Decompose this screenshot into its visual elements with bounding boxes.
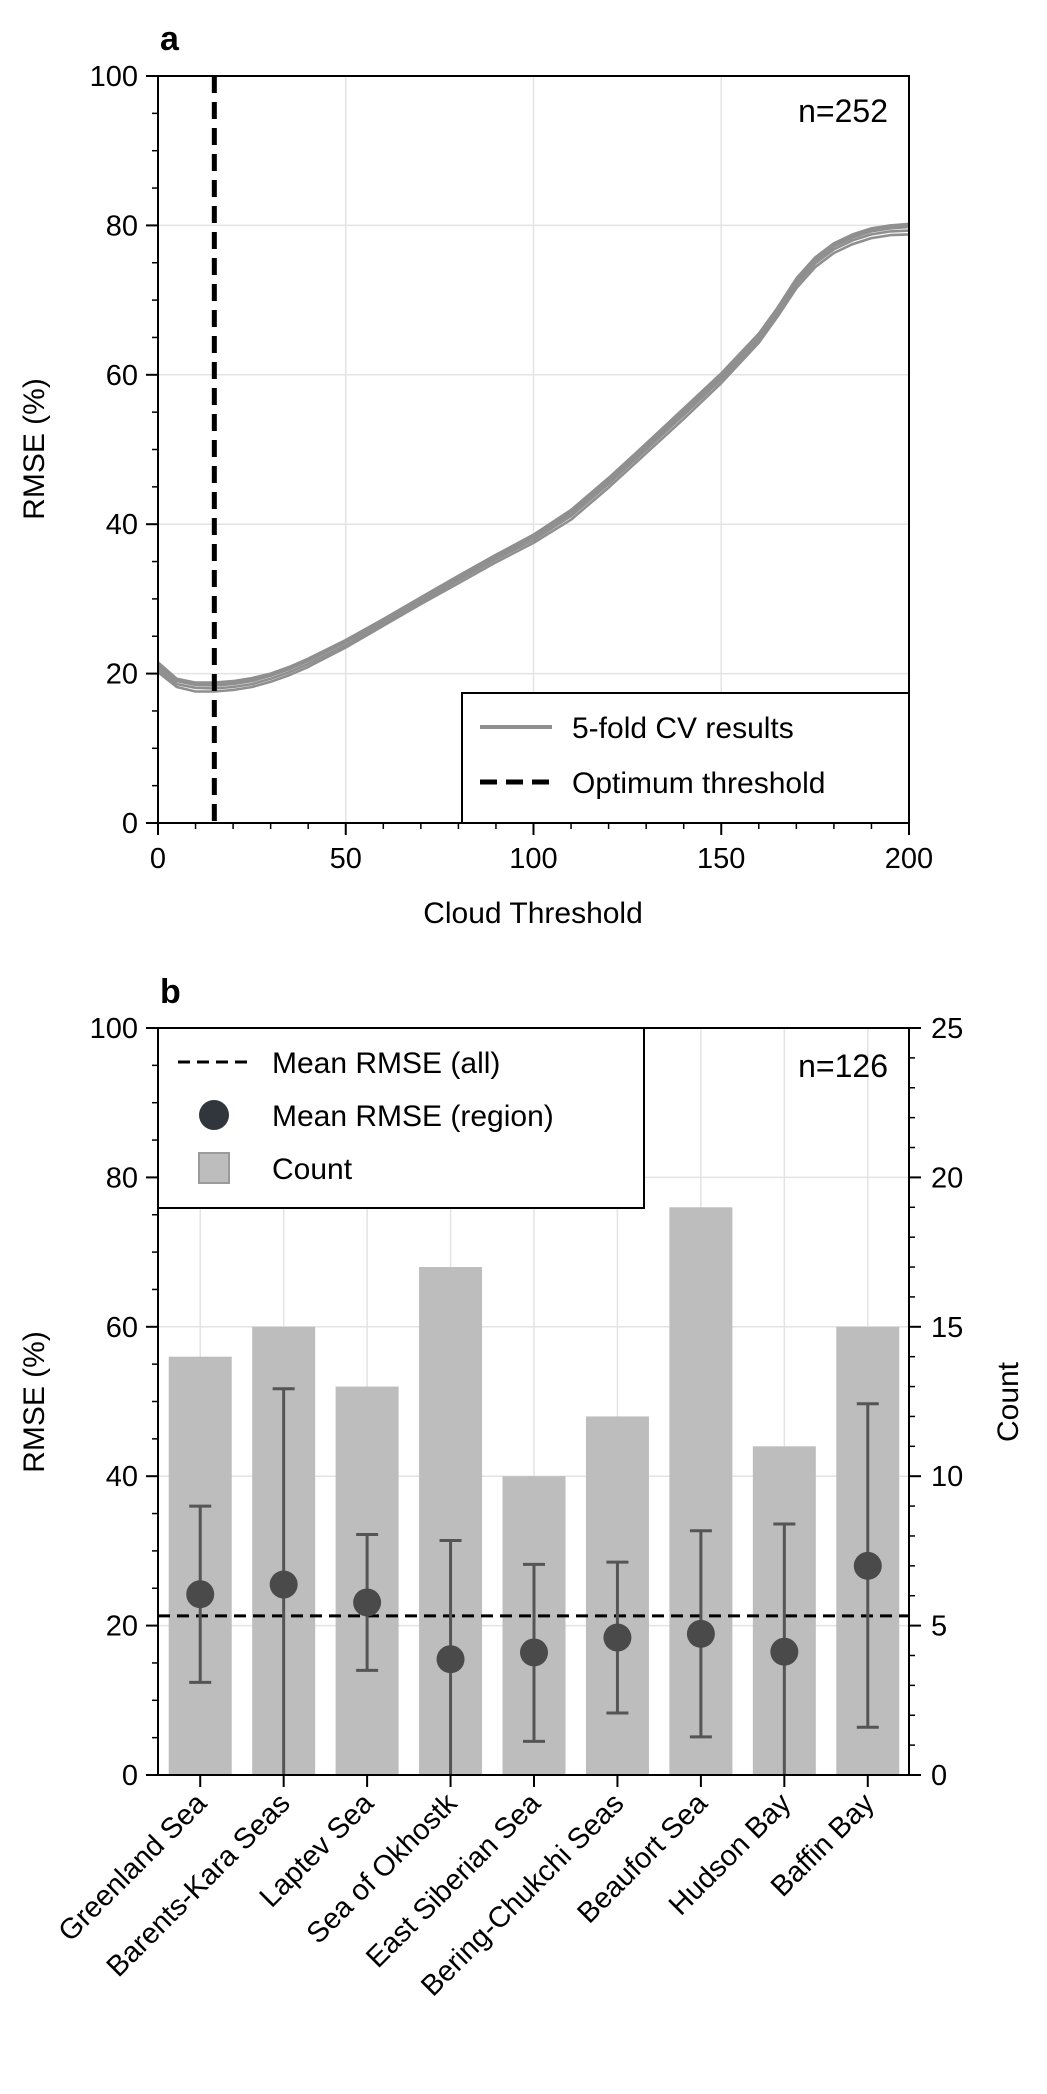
panel-a-ytick-label: 0 bbox=[122, 808, 138, 840]
mean-rmse-dot bbox=[520, 1638, 548, 1667]
legend-mean-all-label: Mean RMSE (all) bbox=[272, 1047, 500, 1080]
panel-b-ytick-label: 20 bbox=[106, 1611, 138, 1643]
legend-mean-region-label: Mean RMSE (region) bbox=[272, 1100, 554, 1133]
panel-b-y2tick-label: 25 bbox=[931, 1013, 963, 1045]
legend-count-swatch bbox=[198, 1152, 230, 1184]
mean-rmse-dot bbox=[686, 1619, 715, 1648]
panel-a-xtick-label: 150 bbox=[697, 843, 745, 875]
panel-b-legend-box bbox=[157, 1027, 645, 1209]
panel-b-ytick-label: 100 bbox=[90, 1013, 138, 1045]
panel-b-ytick-label: 60 bbox=[106, 1312, 138, 1344]
panel-a-ylabel: RMSE (%) bbox=[18, 378, 51, 520]
mean-rmse-dot bbox=[353, 1588, 382, 1617]
legend-count-label: Count bbox=[272, 1153, 353, 1186]
mean-rmse-dot bbox=[436, 1645, 465, 1674]
category-label: Greenland Sea bbox=[53, 1787, 214, 1948]
panel-b-y2tick-label: 20 bbox=[931, 1162, 963, 1194]
panel-b-y2tick-label: 0 bbox=[931, 1760, 947, 1792]
mean-rmse-dot bbox=[186, 1580, 215, 1609]
mean-rmse-dot bbox=[603, 1623, 632, 1652]
cv-fold-line-3 bbox=[157, 229, 910, 690]
panel-b-y2tick-label: 5 bbox=[931, 1611, 947, 1643]
panel-b-label: b bbox=[160, 973, 181, 1011]
mean-rmse-dot bbox=[770, 1637, 799, 1666]
panel-a-label: a bbox=[160, 20, 180, 58]
panel-b-mean-dots bbox=[186, 1551, 882, 1674]
panel-b-ticks: 0 20 40 60 80 100 0 5 10 15 20 25 bbox=[90, 1013, 964, 1792]
panel-a-ytick-label: 20 bbox=[106, 659, 138, 691]
panel-a-xtick-label: 200 bbox=[885, 843, 933, 875]
panel-a-ytick-label: 40 bbox=[106, 509, 138, 541]
panel-b-y2label: Count bbox=[992, 1361, 1025, 1442]
panel-a-legend: 5-fold CV results Optimum threshold bbox=[461, 692, 910, 824]
panel-a-xlabel: Cloud Threshold bbox=[423, 897, 643, 930]
panel-b: 0 20 40 60 80 100 0 5 10 15 20 25 Greenland SeaBare… bbox=[18, 973, 1025, 2003]
panel-b-sample-size: n=126 bbox=[798, 1048, 888, 1084]
panel-b-ytick-label: 40 bbox=[106, 1461, 138, 1493]
panel-b-legend: Mean RMSE (all) Mean RMSE (region) Count bbox=[157, 1027, 645, 1209]
panel-a-xtick-label: 50 bbox=[330, 843, 362, 875]
legend-cv-label: 5-fold CV results bbox=[572, 712, 794, 745]
panel-a-legend-box bbox=[461, 692, 910, 824]
panel-b-y2tick-label: 15 bbox=[931, 1312, 963, 1344]
mean-rmse-dot bbox=[853, 1551, 882, 1580]
panel-a-xtick-label: 100 bbox=[509, 843, 557, 875]
panel-a-ytick-label: 60 bbox=[106, 360, 138, 392]
cv-fold-line-5 bbox=[157, 224, 910, 686]
panel-a-ytick-label: 100 bbox=[90, 61, 138, 93]
panel-a-ytick-label: 80 bbox=[106, 210, 138, 242]
panel-a: 0 50 100 150 200 0 20 40 60 80 100 a n=252 Cloud T… bbox=[18, 20, 933, 930]
mean-rmse-dot bbox=[269, 1570, 298, 1599]
panel-b-ylabel: RMSE (%) bbox=[18, 1331, 51, 1473]
panel-a-ticks: 0 50 100 150 200 0 20 40 60 80 100 bbox=[90, 61, 934, 875]
panel-b-y2tick-label: 10 bbox=[931, 1461, 963, 1493]
cv-fold-line-4 bbox=[157, 233, 910, 693]
legend-mean-region-swatch bbox=[199, 1100, 229, 1130]
panel-a-xtick-label: 0 bbox=[150, 843, 166, 875]
legend-optimum-label: Optimum threshold bbox=[572, 767, 825, 800]
panel-a-cv-lines bbox=[157, 222, 910, 693]
panel-a-sample-size: n=252 bbox=[798, 93, 888, 129]
panel-b-ytick-label: 0 bbox=[122, 1760, 138, 1792]
category-label: Sea of Okhostk bbox=[301, 1787, 464, 1950]
panel-b-ytick-label: 80 bbox=[106, 1162, 138, 1194]
